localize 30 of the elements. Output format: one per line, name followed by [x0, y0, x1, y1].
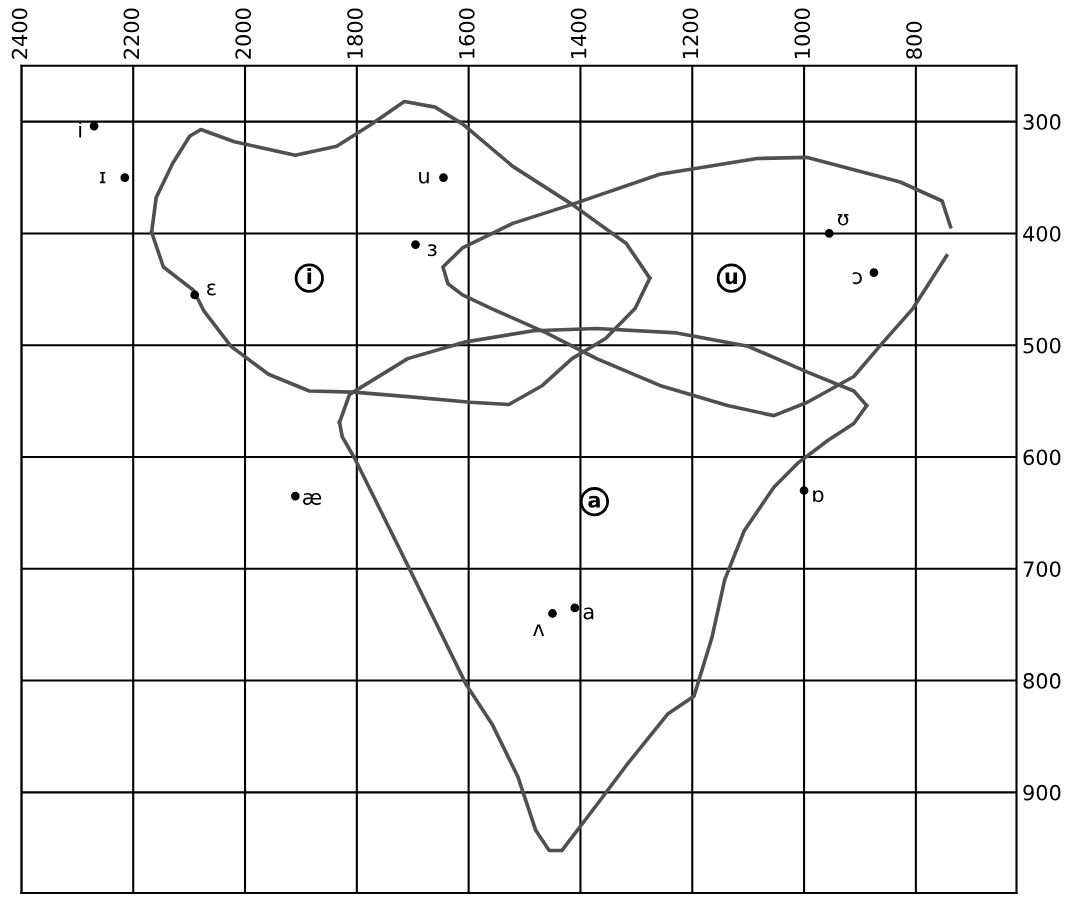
y-tick-label: 700 — [1023, 561, 1061, 577]
annotation: a — [583, 607, 594, 620]
annotation: æ — [303, 492, 322, 505]
x-tick-label: 1600 — [458, 8, 475, 58]
annotation: ʊ — [837, 213, 849, 226]
annotation: u — [419, 171, 429, 184]
annotation: ʌ — [533, 624, 545, 636]
x-tick-label: 800 — [906, 21, 922, 59]
x-tick-label: 1200 — [682, 8, 699, 58]
annotation: ɒ — [813, 490, 824, 503]
x-tick-label: 1400 — [570, 8, 587, 58]
x-tick-label: 1800 — [347, 8, 363, 58]
y-tick-label: 400 — [1023, 225, 1061, 242]
annotation: ɜ — [428, 244, 437, 257]
y-tick-label: 800 — [1023, 673, 1061, 689]
x-tick-label: 1000 — [794, 8, 811, 58]
annotation: i — [307, 268, 312, 284]
x-tick-label: 2200 — [123, 8, 140, 59]
annotation: ɪ — [99, 171, 106, 184]
x-tick-label: 2400 — [11, 8, 28, 59]
y-tick-label: 900 — [1023, 784, 1061, 801]
y-tick-label: 500 — [1023, 337, 1061, 354]
annotation: u — [725, 272, 738, 285]
y-tick-label: 600 — [1023, 449, 1061, 466]
annotation: ɔ — [852, 272, 862, 285]
annotation: a — [588, 495, 600, 508]
y-tick-label: 300 — [1023, 114, 1061, 130]
annotation: ɛ — [207, 283, 216, 296]
annotation: i — [79, 121, 82, 138]
x-tick-label: 2000 — [235, 8, 252, 59]
